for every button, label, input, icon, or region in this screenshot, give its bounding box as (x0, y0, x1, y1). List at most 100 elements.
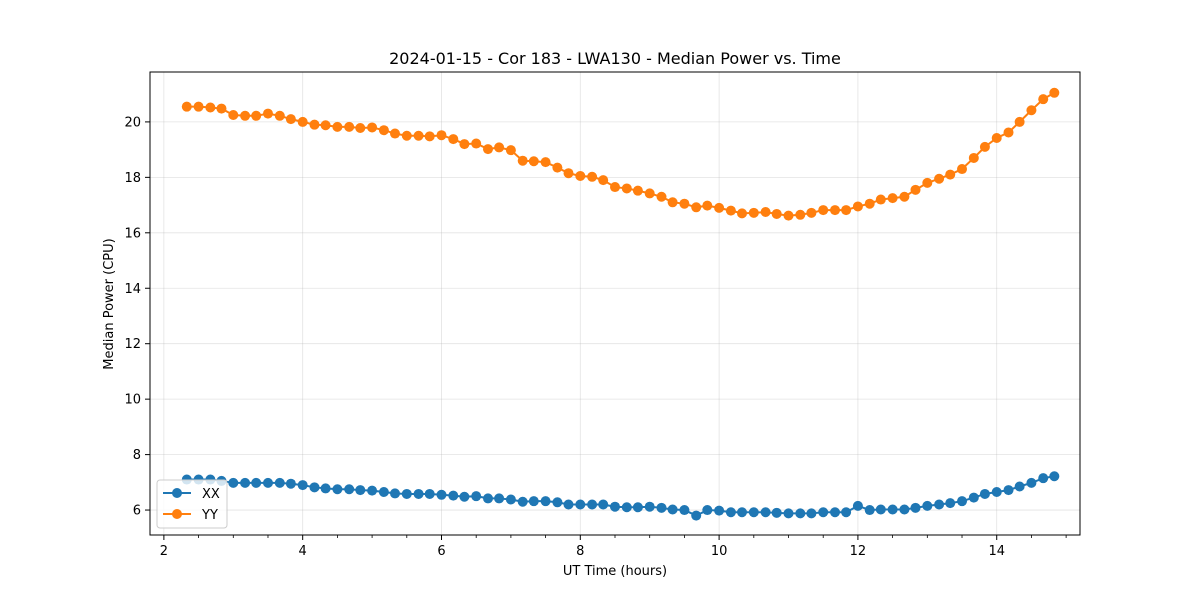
series-yy-point (448, 134, 459, 145)
series-xx-point (459, 491, 470, 502)
series-xx-point (344, 484, 355, 495)
series-xx-point (471, 491, 482, 502)
plot-area-frame (149, 71, 1081, 536)
series-xx-point (575, 499, 586, 510)
series-yy-point (367, 122, 378, 133)
series-xx-point (309, 482, 320, 493)
series-yy-point (517, 155, 528, 166)
series-xx-point (413, 488, 424, 499)
series-xx-point (771, 507, 782, 518)
series-xx-point (644, 501, 655, 512)
series-yy-point (806, 207, 817, 218)
series-yy-point (957, 164, 968, 175)
series-yy-point (679, 198, 690, 209)
series-yy-point (285, 114, 296, 125)
series-yy-point (887, 193, 898, 204)
series-xx-point (864, 505, 875, 516)
legend-xx-marker (172, 488, 182, 498)
series-xx-point (910, 502, 921, 513)
series-yy-point (1049, 87, 1060, 98)
series-xx-point (656, 502, 667, 513)
series-yy-point (910, 184, 921, 195)
series-xx-point (528, 496, 539, 507)
series-xx-point (957, 496, 968, 507)
series-xx-point (552, 497, 563, 508)
series-layer (181, 87, 1060, 521)
series-yy-point (482, 144, 493, 155)
series-xx-point (979, 488, 990, 499)
x-tick-label: 8 (576, 544, 584, 559)
series-xx-point (806, 508, 817, 519)
series-xx-point (517, 496, 528, 507)
series-yy-point (332, 121, 343, 132)
series-yy-point (945, 169, 956, 180)
series-xx-point (355, 485, 366, 496)
series-xx-point (714, 505, 725, 516)
series-xx (181, 471, 1060, 521)
series-yy-point (841, 205, 852, 216)
series-xx-point (795, 508, 806, 519)
series-xx-point (737, 507, 748, 518)
series-yy-point (748, 207, 759, 218)
series-xx-point (760, 507, 771, 518)
series-yy-point (968, 152, 979, 163)
series-yy-point (401, 130, 412, 141)
legend-yy-marker (172, 509, 182, 519)
series-yy-point (459, 139, 470, 150)
series-yy-point (621, 183, 632, 194)
series-xx-point (667, 504, 678, 515)
series-xx-point (887, 504, 898, 515)
series-xx-point (482, 493, 493, 504)
series-yy-point (725, 205, 736, 216)
series-yy (181, 87, 1060, 221)
series-xx-point (285, 478, 296, 489)
series-yy-point (934, 173, 945, 184)
y-tick-label: 6 (133, 504, 141, 519)
series-xx-point (899, 504, 910, 515)
series-xx-point (679, 505, 690, 516)
x-tick-label: 12 (850, 544, 867, 559)
series-xx-point (436, 489, 447, 500)
series-yy-point (610, 182, 620, 193)
series-yy-point (205, 102, 216, 113)
chart-title: 2024-01-15 - Cor 183 - LWA130 - Median P… (389, 49, 841, 68)
series-yy-point (378, 125, 389, 136)
x-tick-label: 14 (988, 544, 1005, 559)
legend: XX YY (156, 479, 228, 529)
series-yy-point (494, 142, 505, 153)
series-yy-point (1003, 127, 1014, 138)
series-xx-point (251, 477, 262, 488)
series-yy-point (899, 191, 910, 202)
x-tick-label: 2 (160, 544, 168, 559)
series-xx-point (228, 477, 239, 488)
x-tick-label: 4 (299, 544, 307, 559)
series-yy-point (760, 207, 771, 218)
legend-yy-label: YY (201, 508, 218, 523)
series-yy-point (540, 157, 551, 168)
y-tick-label: 20 (124, 115, 141, 130)
series-xx-point (540, 496, 551, 507)
series-yy-point (598, 175, 609, 186)
series-yy-point (274, 110, 285, 121)
series-yy-line (186, 91, 1055, 217)
series-yy-point (632, 185, 643, 196)
series-yy-point (702, 200, 713, 211)
series-xx-point (332, 484, 343, 495)
series-xx-point (1003, 485, 1014, 496)
series-yy-point (320, 120, 331, 131)
series-xx-point (587, 499, 598, 510)
series-xx-point (1026, 477, 1037, 488)
series-yy-point (979, 141, 990, 152)
series-yy-point (587, 171, 598, 182)
series-yy-point (1038, 94, 1049, 105)
series-yy-point (297, 116, 308, 127)
series-yy-point (355, 123, 366, 134)
legend-xx-label: XX (202, 487, 220, 502)
series-yy-point (344, 121, 355, 132)
series-yy-point (471, 138, 482, 149)
series-xx-point (240, 477, 251, 488)
series-xx-point (448, 490, 459, 501)
series-yy-point (413, 130, 424, 141)
series-xx-point (922, 500, 933, 511)
series-yy-point (691, 202, 702, 213)
